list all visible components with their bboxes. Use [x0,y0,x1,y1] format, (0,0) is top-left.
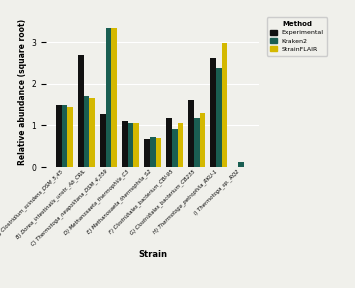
Bar [194,118,200,167]
Bar [238,162,244,167]
Bar [89,98,95,167]
Bar [61,105,67,167]
X-axis label: Strain: Strain [138,250,167,259]
Bar [216,69,222,167]
Bar [188,101,194,167]
Bar [106,28,111,167]
Bar [67,107,73,167]
Bar [128,122,133,167]
Bar [172,129,178,167]
Bar [222,43,228,167]
Y-axis label: Relative abundance (square root): Relative abundance (square root) [18,19,27,165]
Bar [210,58,216,167]
Bar [200,113,205,167]
Bar [111,28,117,167]
Bar [155,138,161,167]
Bar [133,123,139,167]
Bar [100,114,106,167]
Bar [178,122,183,167]
Bar [122,121,128,167]
Bar [144,139,150,167]
Bar [150,137,155,167]
Bar [56,105,61,167]
Bar [166,118,172,167]
Bar [84,96,89,167]
Bar [78,55,84,167]
Legend: Experimental, Kraken2, StrainFLAIR: Experimental, Kraken2, StrainFLAIR [267,17,327,56]
